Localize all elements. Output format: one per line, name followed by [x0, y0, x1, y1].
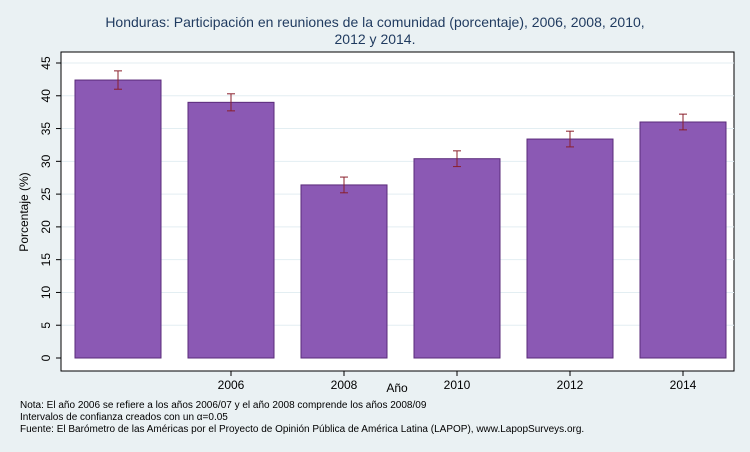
y-tick-label: 5	[39, 322, 53, 329]
bar	[639, 121, 727, 359]
x-tick-label: 2012	[557, 378, 584, 392]
bar	[300, 184, 388, 359]
note-line: Nota: El año 2006 se refiere a los años …	[20, 400, 427, 411]
x-tick-label: 2006	[218, 378, 245, 392]
gridlines	[61, 62, 734, 326]
y-tick-label: 30	[39, 154, 53, 168]
chart-title: Honduras: Participación en reuniones de …	[0, 14, 750, 48]
error-bars	[114, 70, 687, 194]
note-line: Fuente: El Barómetro de las Américas por…	[20, 424, 585, 435]
y-axis: 0 5 10 15 20 25 30 35 40 45	[39, 52, 62, 371]
y-tick-label: 45	[39, 56, 53, 70]
chart-title-line-1: Honduras: Participación en reuniones de …	[105, 14, 645, 30]
x-axis-label: Año	[386, 381, 408, 395]
note-line: Intervalos de confianza creados con un α…	[20, 412, 228, 423]
chart-notes: Nota: El año 2006 se refiere a los años …	[20, 400, 584, 436]
y-tick-label: 15	[39, 253, 53, 267]
y-tick-label: 20	[39, 220, 53, 234]
bar	[187, 101, 275, 359]
y-tick-label: 40	[39, 89, 53, 103]
chart-title-line-2: 2012 y 2014.	[334, 31, 416, 47]
bar	[413, 158, 501, 359]
x-tick-label: 2014	[670, 378, 697, 392]
y-tick-label: 35	[39, 122, 53, 136]
plot-area	[60, 51, 735, 372]
x-axis: 2006 2008 2010 2012 2014	[218, 371, 697, 392]
y-axis-label: Porcentaje (%)	[17, 172, 31, 251]
y-tick-label: 25	[39, 187, 53, 201]
x-tick-label: 2010	[444, 378, 471, 392]
bar	[526, 138, 614, 359]
y-tick-label: 0	[39, 354, 53, 361]
y-tick-label: 10	[39, 285, 53, 299]
bars	[74, 79, 727, 359]
bar	[74, 79, 162, 359]
x-tick-label: 2008	[331, 378, 358, 392]
